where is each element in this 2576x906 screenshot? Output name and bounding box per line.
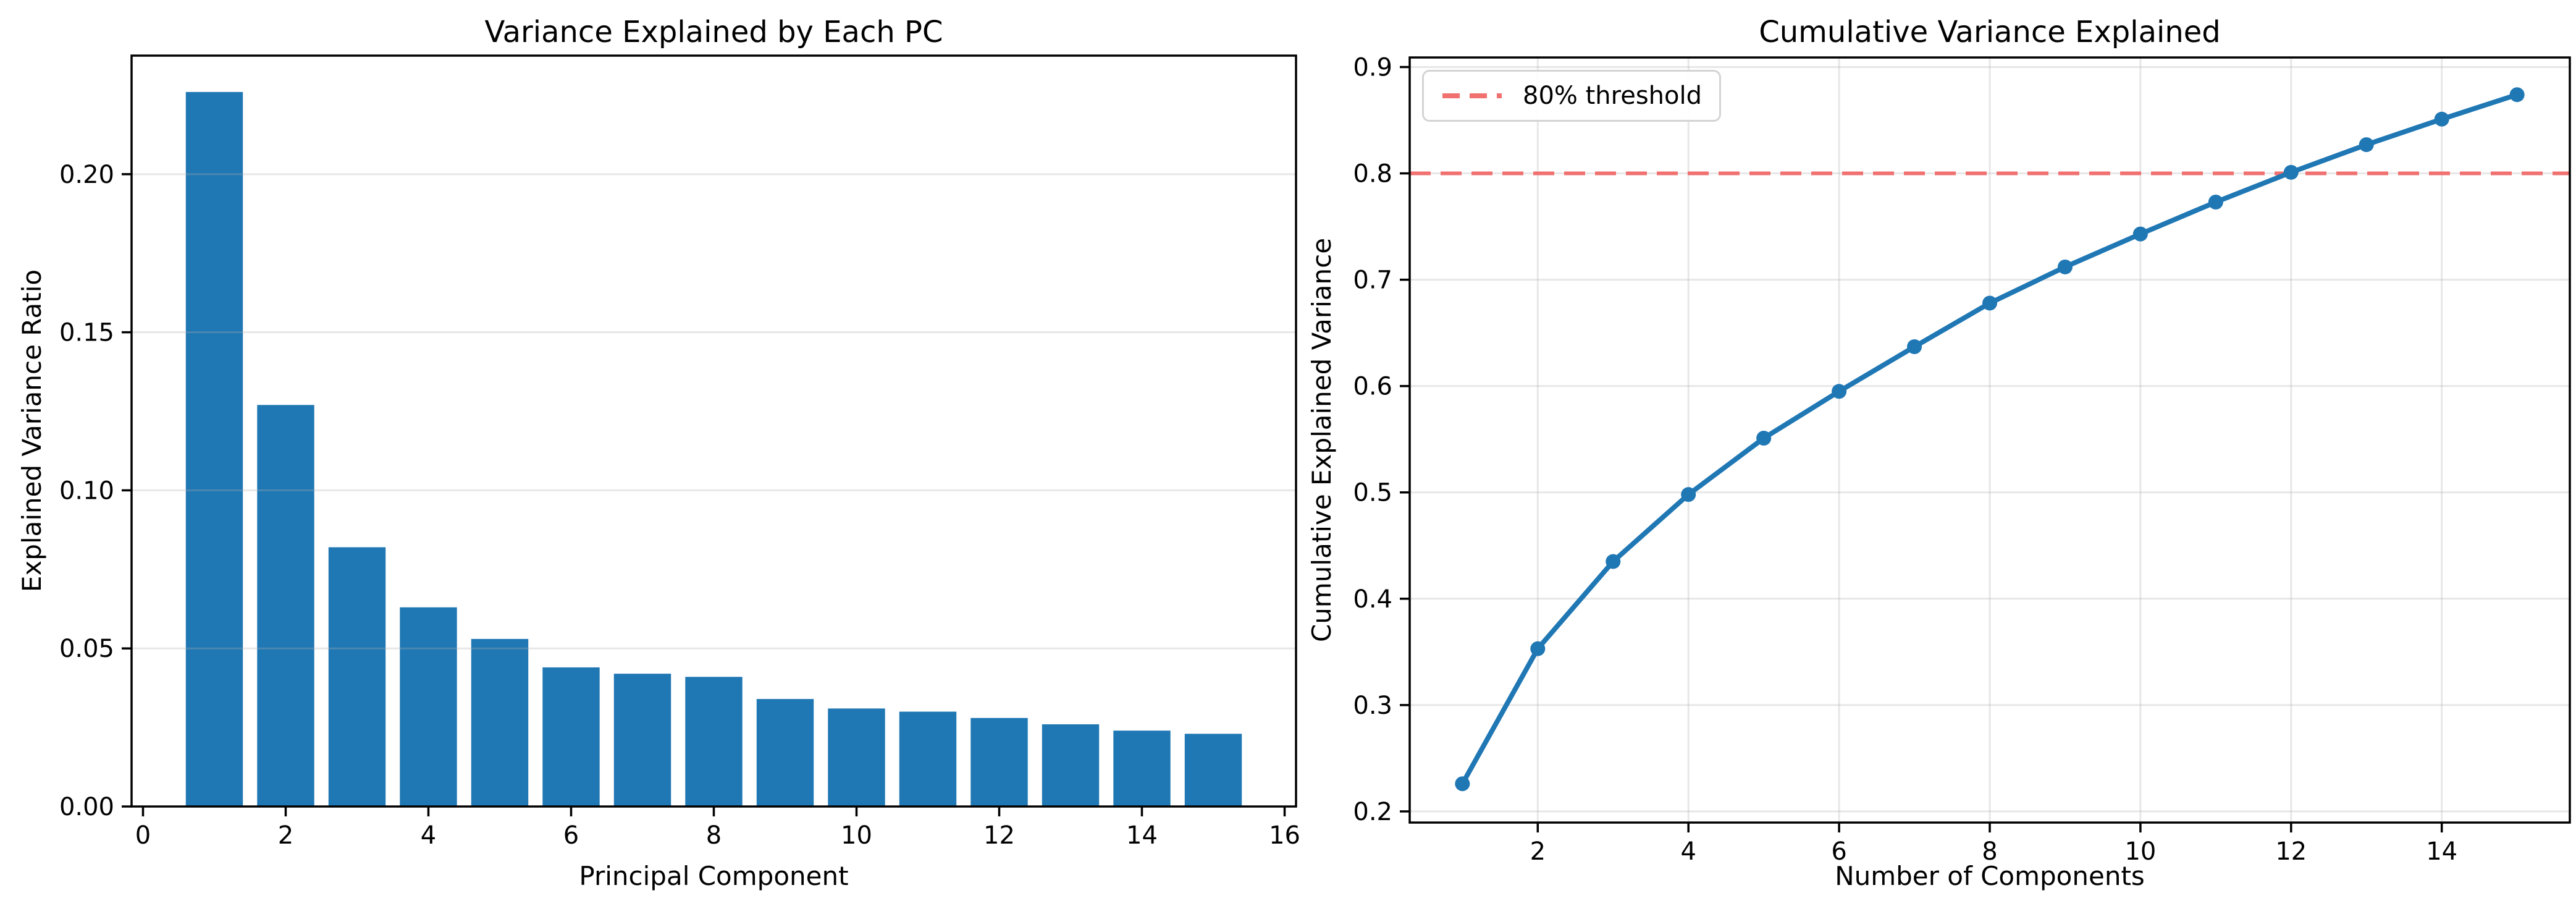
data-point-8	[1982, 295, 1997, 311]
x-tick-label: 4	[1680, 837, 1696, 866]
data-point-6	[1832, 384, 1847, 399]
x-tick-label: 10	[2124, 837, 2156, 866]
data-point-11	[2208, 195, 2223, 210]
bar-pc-8	[685, 677, 743, 807]
left-chart-ylabel: Explained Variance Ratio	[16, 269, 47, 593]
bar-pc-5	[471, 638, 529, 807]
bar-pc-10	[828, 708, 885, 807]
bar-pc-11	[899, 711, 957, 807]
bar-pc-12	[970, 718, 1028, 807]
x-tick-label: 2	[1530, 837, 1546, 866]
threshold-dash-icon	[1442, 93, 1502, 98]
y-tick-label: 0.20	[59, 161, 114, 189]
y-tick-label: 0.3	[1353, 692, 1392, 720]
data-point-4	[1681, 487, 1696, 502]
x-tick-label: 10	[841, 821, 872, 850]
data-point-2	[1530, 641, 1546, 656]
data-point-1	[1455, 776, 1470, 792]
data-point-12	[2283, 164, 2299, 180]
y-tick-label: 0.6	[1353, 373, 1392, 401]
bar-pc-14	[1113, 730, 1171, 807]
x-tick-label: 0	[135, 821, 151, 850]
data-point-5	[1756, 430, 1772, 446]
legend-label: 80% threshold	[1523, 82, 1702, 110]
x-tick-label: 6	[1831, 837, 1846, 866]
data-point-3	[1606, 554, 1621, 569]
x-tick-label: 2	[278, 821, 293, 850]
bar-pc-6	[542, 667, 600, 807]
y-tick-label: 0.8	[1353, 160, 1392, 188]
data-point-15	[2509, 87, 2525, 103]
x-tick-label: 6	[563, 821, 579, 850]
data-point-13	[2359, 137, 2374, 153]
bar-pc-7	[613, 674, 671, 807]
left-chart-xlabel: Principal Component	[579, 861, 849, 891]
y-tick-label: 0.5	[1353, 479, 1392, 507]
x-tick-label: 12	[983, 821, 1015, 850]
y-tick-label: 0.4	[1353, 585, 1392, 614]
data-point-7	[1907, 339, 1922, 355]
bar-pc-3	[328, 547, 386, 807]
right-chart-ylabel: Cumulative Explained Variance	[1306, 237, 1337, 643]
data-point-10	[2132, 226, 2148, 242]
x-tick-label: 12	[2275, 837, 2307, 866]
right-chart-xlabel: Number of Components	[1835, 861, 2145, 891]
data-point-14	[2434, 111, 2449, 127]
right-chart-title: Cumulative Variance Explained	[1759, 15, 2221, 49]
x-tick-label: 8	[1982, 837, 1997, 866]
x-tick-label: 14	[2426, 837, 2457, 866]
x-tick-label: 4	[421, 821, 436, 850]
x-tick-label: 16	[1269, 821, 1300, 850]
y-tick-label: 0.9	[1353, 53, 1392, 82]
y-tick-label: 0.05	[59, 635, 114, 663]
y-tick-label: 0.15	[59, 319, 114, 347]
bar-pc-1	[185, 91, 243, 807]
y-tick-label: 0.10	[59, 476, 114, 505]
y-tick-label: 0.7	[1353, 266, 1392, 295]
y-tick-label: 0.2	[1353, 798, 1392, 826]
legend: 80% threshold	[1422, 70, 1721, 122]
data-point-9	[2057, 259, 2073, 274]
y-tick-label: 0.00	[59, 793, 114, 821]
bar-pc-9	[756, 699, 814, 807]
x-tick-label: 8	[706, 821, 722, 850]
bar-pc-15	[1184, 734, 1242, 807]
bar-pc-2	[257, 405, 314, 807]
bar-pc-4	[400, 607, 457, 807]
left-chart-title: Variance Explained by Each PC	[484, 15, 943, 49]
bar-pc-13	[1042, 724, 1100, 807]
x-tick-label: 14	[1126, 821, 1158, 850]
